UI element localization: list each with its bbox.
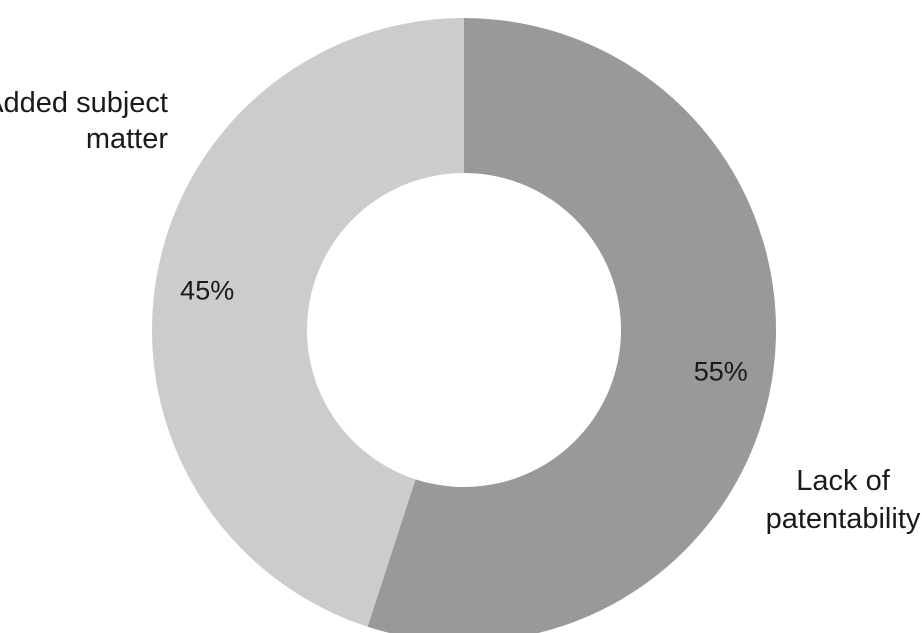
slice-0 <box>367 18 776 633</box>
slice-value-label-1: 45% <box>180 275 234 305</box>
slice-category-label-line: patentability <box>766 503 921 535</box>
slice-category-label-line: matter <box>86 123 169 155</box>
slice-1 <box>152 18 464 627</box>
slice-category-label-line: Lack of <box>796 465 890 497</box>
slice-category-label-0: Lack of patentability <box>766 465 921 535</box>
slice-category-label-line: Added subject <box>0 87 168 119</box>
slice-category-label-1: Added subject matter <box>0 87 168 155</box>
donut-slices <box>152 18 776 633</box>
category-labels: Lack of patentability Added subject matter <box>0 87 921 535</box>
percentage-labels: 55% 45% <box>180 275 748 386</box>
slice-value-label-0: 55% <box>694 357 748 387</box>
